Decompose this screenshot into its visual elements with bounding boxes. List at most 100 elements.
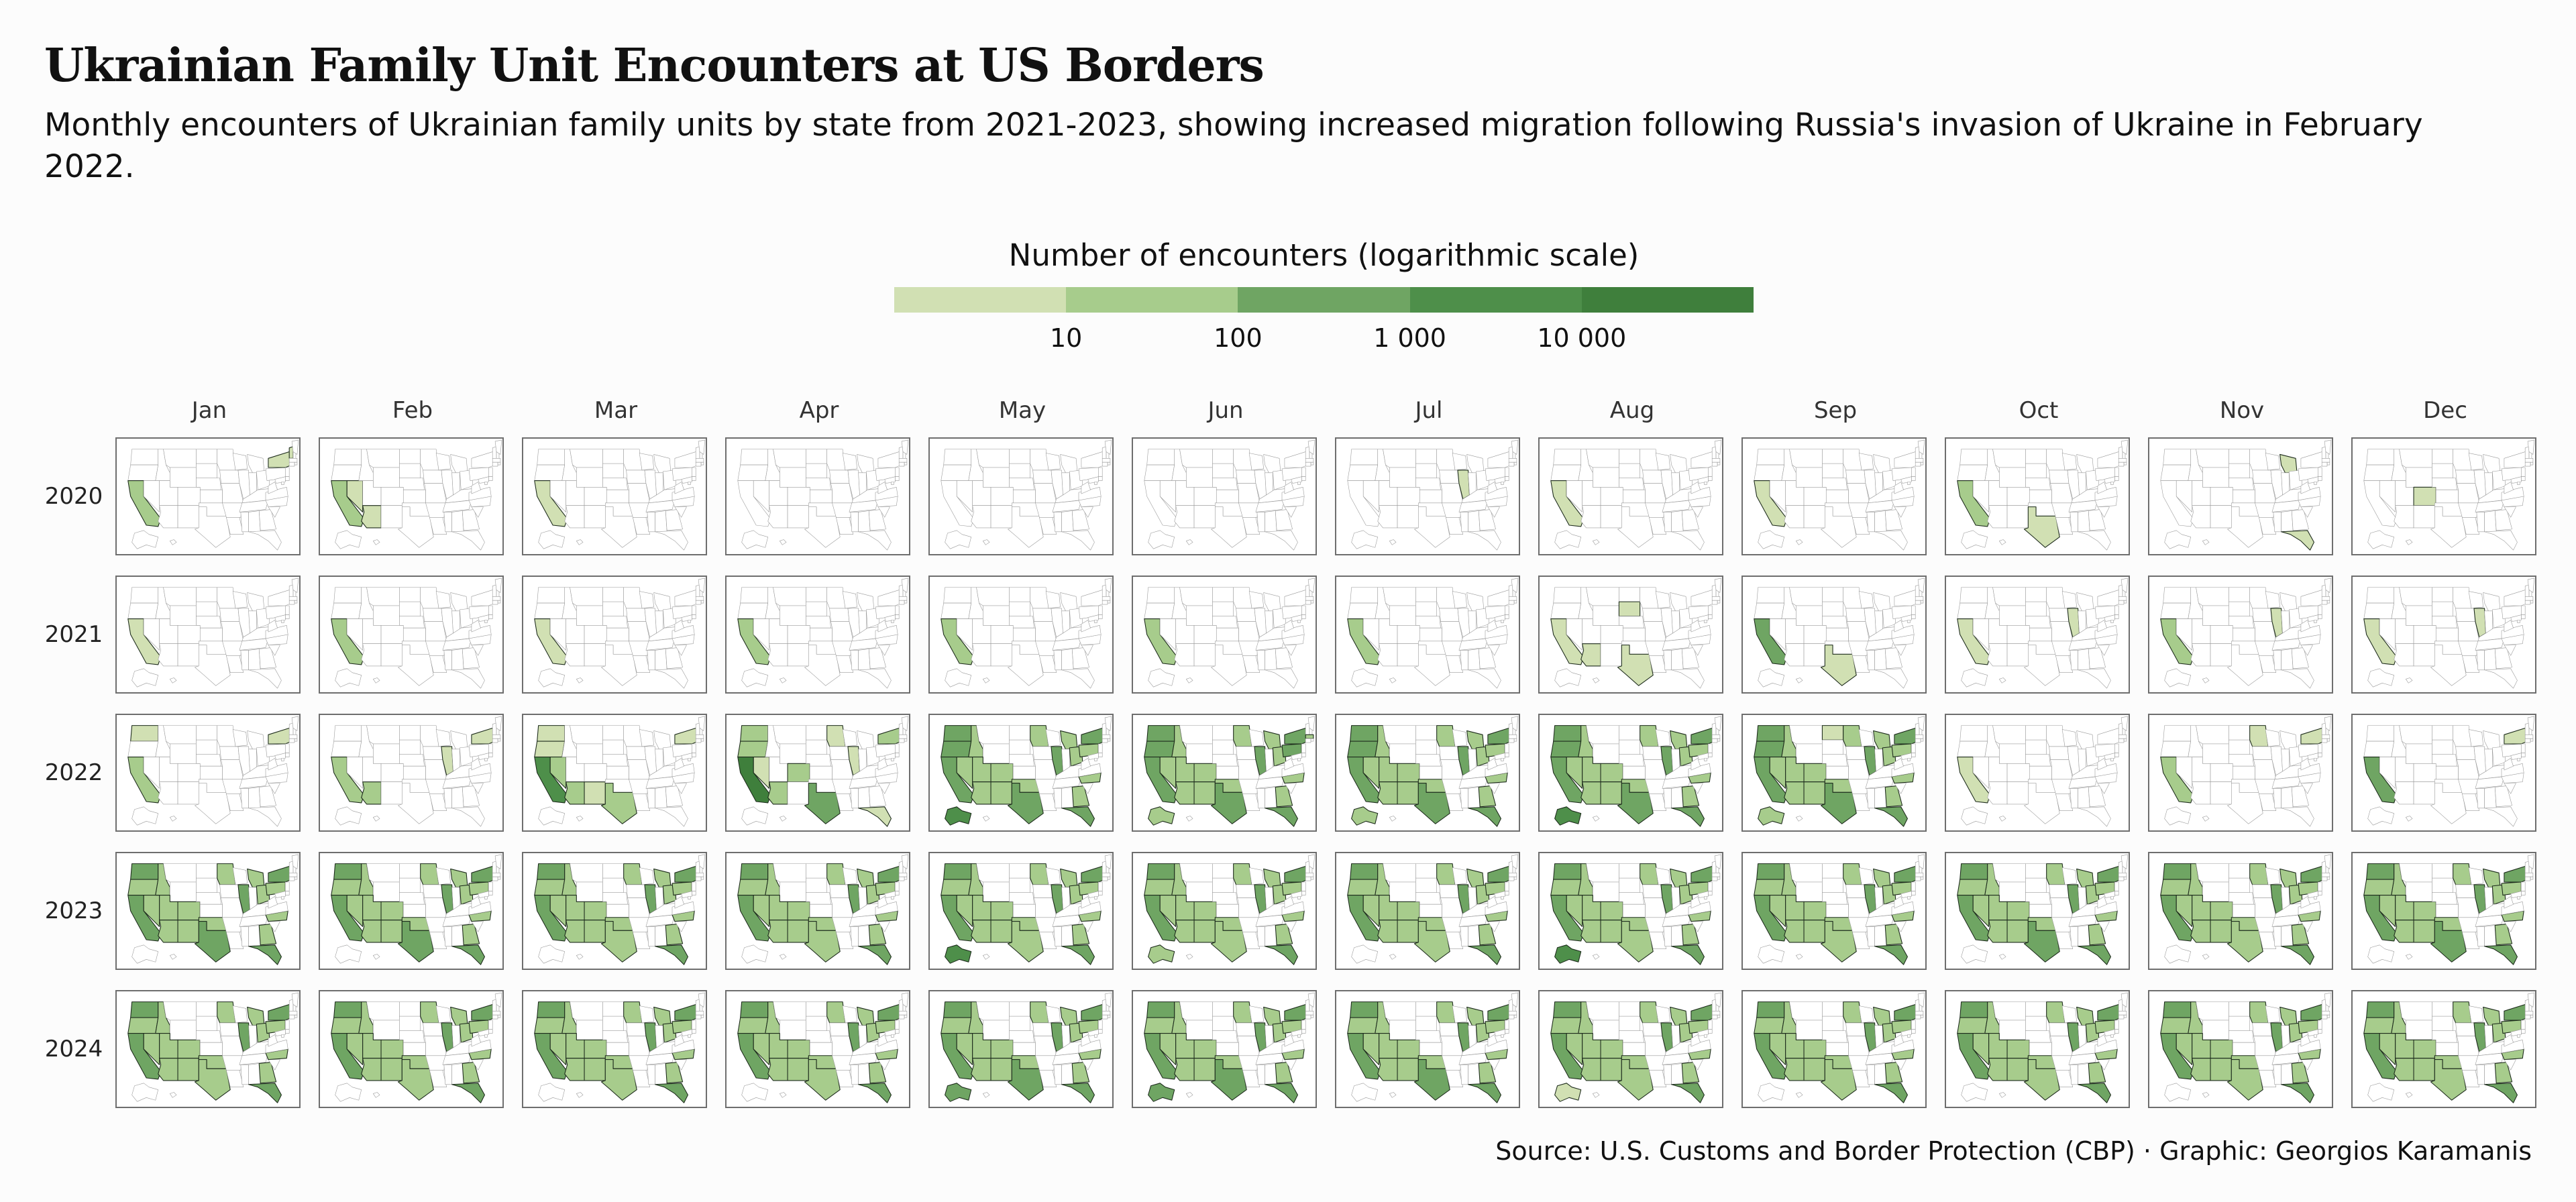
state-me [1917,439,1925,455]
state-wa [740,587,769,604]
state-wa [537,863,566,880]
state-de [2318,1029,2322,1034]
state-ny [877,1004,902,1021]
state-sc [471,506,484,518]
state-wa [1350,1001,1379,1018]
state-me [2324,992,2332,1007]
state-sc [2300,1059,2313,1071]
map-panel [1538,714,1723,832]
legend-swatch-1 [1066,287,1238,313]
state-ar [1035,1055,1056,1071]
state-nm [177,1058,199,1081]
state-ar [425,502,446,518]
state-wi [842,867,857,885]
state-tn [1662,914,1692,927]
state-wy [1999,1020,2026,1040]
state-al [858,649,871,671]
state-nm [2210,643,2232,667]
map-panel [2148,437,2333,555]
state-wa [2163,449,2192,466]
state-wi [1452,729,1467,747]
state-ct [2118,876,2125,881]
state-ak [131,1083,159,1102]
state-mn [623,1001,643,1024]
state-nj [1301,881,1306,891]
state-sd [1619,739,1640,755]
state-az [1987,1058,2008,1081]
us-state-map [127,854,299,965]
state-wa [1553,725,1582,742]
state-ny [471,866,496,883]
state-nj [1505,743,1509,753]
state-ct [1915,876,1921,881]
state-dc [891,758,894,761]
state-nj [285,605,290,615]
state-ms [1460,788,1468,809]
us-state-map [1957,716,2129,827]
state-sc [2097,506,2110,518]
state-md [274,753,286,760]
state-ma [1508,873,1517,877]
state-al [1265,1063,1277,1085]
state-wy [780,605,806,626]
state-sd [2229,1016,2250,1031]
state-nv [1362,618,1379,651]
state-ar [832,779,853,794]
state-mn [1233,587,1252,609]
state-me [1104,439,1112,455]
state-ny [2300,451,2325,468]
state-mt [163,863,197,883]
state-wa [130,725,159,742]
map-panel [115,437,301,555]
state-la [2055,655,2074,673]
state-ga [1884,924,1903,946]
state-mn [826,863,846,885]
state-de [1708,476,1713,481]
state-mt [1992,587,2026,606]
state-wi [435,1005,451,1024]
state-ny [1487,728,1512,745]
us-state-map [1144,439,1316,551]
state-ms [240,650,249,671]
state-or [331,879,362,896]
state-mn [623,587,643,609]
state-ia [2049,1022,2070,1036]
state-wy [2202,605,2229,626]
state-de [1098,476,1103,481]
state-ar [1238,641,1259,656]
state-wi [1248,453,1264,471]
state-or [534,1017,566,1034]
state-ct [1915,738,1921,743]
state-ak [1148,806,1175,826]
state-wi [1655,1005,1670,1024]
state-sd [399,463,421,478]
state-nj [1911,467,1916,477]
state-ne [196,892,221,905]
month-label: Nov [2219,397,2265,424]
state-co [2210,625,2233,644]
state-ia [1642,746,1663,760]
state-ia [1439,1022,1460,1036]
state-me [1307,716,1316,731]
state-mt [1179,1001,1213,1021]
state-ri [2326,738,2330,742]
legend-color-bar [894,287,1754,313]
state-ri [497,738,501,742]
state-nd [1619,587,1640,602]
state-sd [1619,877,1640,893]
state-me [291,439,299,455]
state-az [971,920,991,943]
state-va [2501,1040,2524,1054]
state-va [875,1040,898,1054]
state-va [2094,763,2118,777]
state-tx [398,783,434,824]
state-ia [423,470,443,484]
state-ma [1102,873,1111,877]
state-md [1697,1029,1709,1036]
state-az [1784,781,1805,805]
state-ms [2070,650,2078,671]
state-ms [1866,788,1875,809]
state-va [875,763,898,777]
state-ne [196,478,221,490]
state-sd [1212,601,1234,616]
